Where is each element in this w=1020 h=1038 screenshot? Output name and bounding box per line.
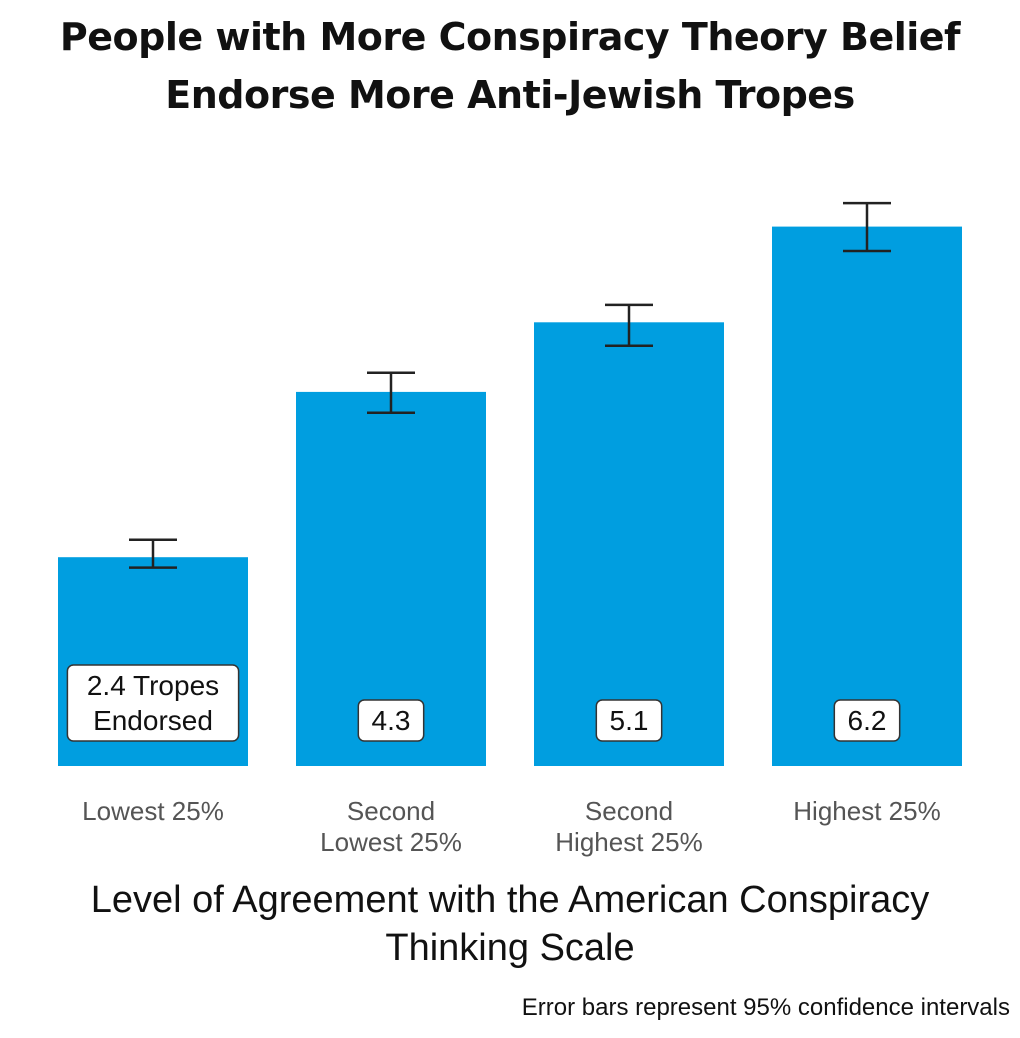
- category-label-3-line-1: Second: [585, 796, 673, 826]
- category-label-2-line-2: Lowest 25%: [320, 827, 462, 857]
- chart-title-line-1: People with More Conspiracy Theory Belie…: [59, 15, 961, 59]
- data-label-1-line-2: Endorsed: [93, 705, 213, 736]
- data-label-1-line-1: 2.4 Tropes: [87, 670, 219, 701]
- error-bar-2: [367, 371, 415, 415]
- data-label-box-4: [833, 699, 901, 742]
- error-bar-note: Error bars represent 95% confidence inte…: [521, 994, 1010, 1021]
- category-label-4: Highest 25%: [793, 796, 940, 826]
- bar-3: [534, 322, 724, 766]
- error-bar-4: [843, 201, 891, 253]
- data-label-3: 5.1: [610, 705, 649, 736]
- data-label-box-3: [595, 699, 663, 742]
- x-axis-label: Level of Agreement with the American Con…: [0, 876, 1020, 972]
- category-label-2-line-1: Second: [347, 796, 435, 826]
- data-label-box-1: [66, 664, 240, 742]
- x-axis-label-line-2: Thinking Scale: [385, 927, 635, 969]
- chart-title-line-2: Endorse More Anti-Jewish Tropes: [165, 73, 855, 117]
- category-label-3-line-2: Highest 25%: [555, 827, 702, 857]
- data-label-2: 4.3: [372, 705, 411, 736]
- x-axis-label-line-1: Level of Agreement with the American Con…: [90, 879, 930, 921]
- data-label-box-2: [357, 699, 425, 742]
- category-label-1: Lowest 25%: [82, 796, 224, 826]
- chart-title: People with More Conspiracy Theory Belie…: [0, 8, 1020, 124]
- error-bar-3: [605, 303, 653, 348]
- error-bar-1: [129, 538, 177, 569]
- bar-4: [772, 226, 962, 767]
- data-label-4: 6.2: [848, 705, 887, 736]
